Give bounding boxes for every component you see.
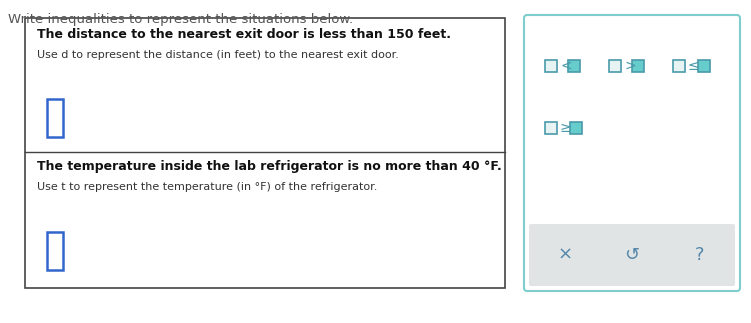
Bar: [673, 60, 685, 72]
Text: ↺: ↺: [624, 246, 640, 264]
Text: Use d to represent the distance (in feet) to the nearest exit door.: Use d to represent the distance (in feet…: [37, 50, 399, 60]
Text: Write inequalities to represent the situations below.: Write inequalities to represent the situ…: [8, 13, 353, 26]
Text: ≥: ≥: [560, 121, 572, 135]
Bar: [569, 122, 581, 134]
Bar: [545, 122, 557, 134]
FancyBboxPatch shape: [524, 15, 740, 291]
Bar: [609, 60, 621, 72]
Bar: [632, 60, 644, 72]
Text: ≤: ≤: [688, 59, 700, 73]
Bar: [568, 60, 580, 72]
Bar: [25, 18, 505, 288]
FancyBboxPatch shape: [529, 224, 735, 286]
Text: ?: ?: [694, 246, 704, 264]
Text: ×: ×: [557, 246, 572, 264]
Bar: [698, 60, 710, 72]
Text: The temperature inside the lab refrigerator is no more than 40 °F.: The temperature inside the lab refrigera…: [37, 160, 502, 173]
Bar: [47, 232, 63, 270]
Text: Use t to represent the temperature (in °F) of the refrigerator.: Use t to represent the temperature (in °…: [37, 182, 377, 192]
Text: >: >: [624, 59, 635, 73]
Bar: [47, 99, 63, 137]
Text: The distance to the nearest exit door is less than 150 feet.: The distance to the nearest exit door is…: [37, 28, 451, 41]
Bar: [545, 60, 557, 72]
Text: <: <: [560, 59, 572, 73]
